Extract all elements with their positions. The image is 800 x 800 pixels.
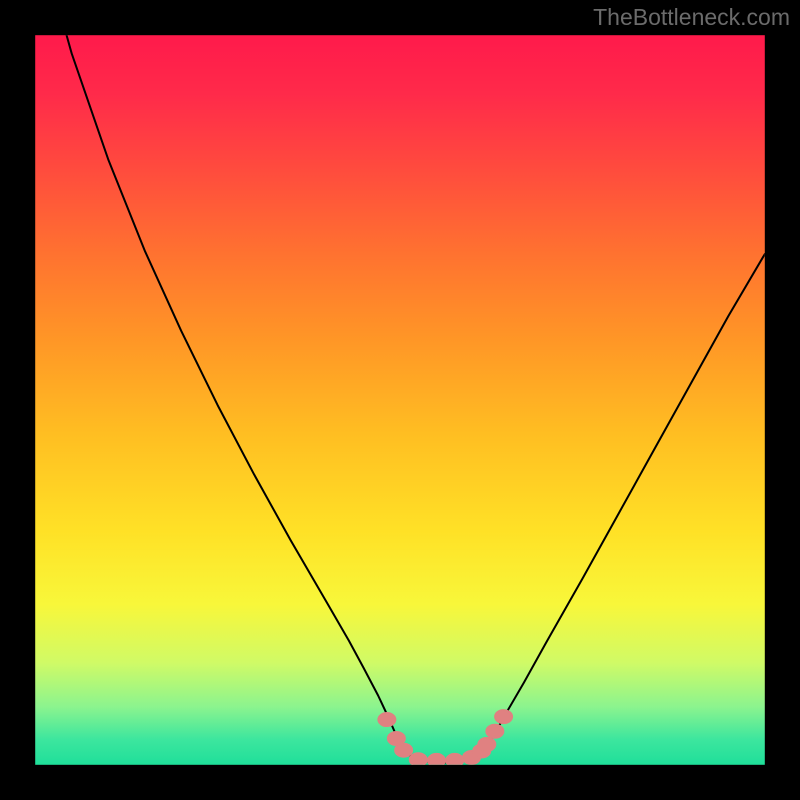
bottleneck-chart [0, 0, 800, 800]
chart-container: TheBottleneck.com [0, 0, 800, 800]
highlight-marker [378, 713, 396, 727]
highlight-marker [486, 724, 504, 738]
highlight-marker [478, 737, 496, 751]
plot-background [35, 35, 765, 765]
highlight-marker [495, 710, 513, 724]
highlight-marker [409, 753, 427, 767]
highlight-marker [395, 743, 413, 757]
